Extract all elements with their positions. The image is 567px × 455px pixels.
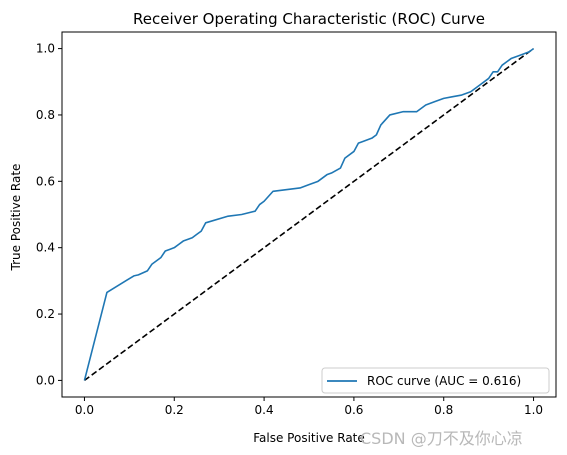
y-axis-label: True Positive Rate: [9, 164, 23, 272]
watermark: CSDN @刀不及你心凉: [360, 429, 523, 448]
y-tick-label: 0.2: [36, 307, 55, 321]
x-tick-label: 0.4: [255, 403, 274, 417]
x-tick-label: 0.0: [75, 403, 94, 417]
y-tick-label: 1.0: [36, 42, 55, 56]
axis-ticks: 0.0 0.2 0.4 0.6 0.8 1.0 0.0 0.2 0.4 0.6 0.8 1.0: [36, 42, 543, 417]
axes-frame: [61, 31, 557, 398]
legend: ROC curve (AUC = 0.616): [321, 367, 550, 394]
y-tick-label: 0.8: [36, 108, 55, 122]
y-tick-label: 0.0: [36, 373, 55, 387]
x-tick-label: 0.8: [434, 403, 453, 417]
x-tick-label: 0.2: [165, 403, 184, 417]
y-tick-label: 0.6: [36, 174, 55, 188]
legend-box: [321, 367, 550, 394]
diagonal-reference-line: [83, 47, 535, 382]
x-tick-label: 1.0: [524, 403, 543, 417]
roc-curve-line: [83, 47, 535, 381]
plot-area: [83, 47, 535, 382]
y-tick-label: 0.4: [36, 241, 55, 255]
legend-label: ROC curve (AUC = 0.616): [367, 374, 521, 388]
x-axis-label: False Positive Rate: [253, 431, 365, 445]
chart-title: Receiver Operating Characteristic (ROC) …: [133, 10, 485, 28]
x-tick-label: 0.6: [344, 403, 363, 417]
